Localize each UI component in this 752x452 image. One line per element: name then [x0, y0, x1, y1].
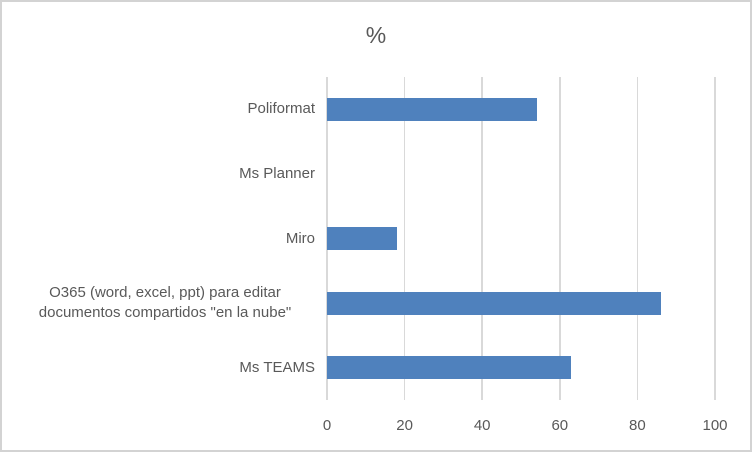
x-tick-label-60: 60: [551, 417, 569, 434]
category-label-4: Ms TEAMS: [239, 358, 315, 376]
plot-area: [326, 77, 716, 400]
gridline-100: [714, 77, 716, 400]
x-tick-label-40: 40: [473, 417, 491, 434]
gridline-40: [481, 77, 483, 400]
category-label-1: Ms Planner: [239, 164, 315, 182]
x-tick-label-0: 0: [322, 417, 332, 434]
chart-title: %: [365, 22, 387, 48]
category-label-0: Poliformat: [247, 100, 315, 118]
gridline-60: [559, 77, 561, 400]
bar-0: [327, 97, 537, 121]
bar-3: [327, 291, 661, 315]
category-label-3: O365 (word, excel, ppt) para editar docu…: [38, 284, 292, 322]
x-tick-label-100: 100: [702, 417, 728, 434]
bar-4: [327, 356, 572, 380]
gridline-80: [636, 77, 639, 400]
x-tick-label-80: 80: [629, 417, 646, 434]
x-tick-label-20: 20: [396, 417, 413, 434]
bar-2: [327, 227, 397, 250]
gridline-20: [403, 77, 406, 400]
category-label-2: Miro: [285, 229, 315, 247]
